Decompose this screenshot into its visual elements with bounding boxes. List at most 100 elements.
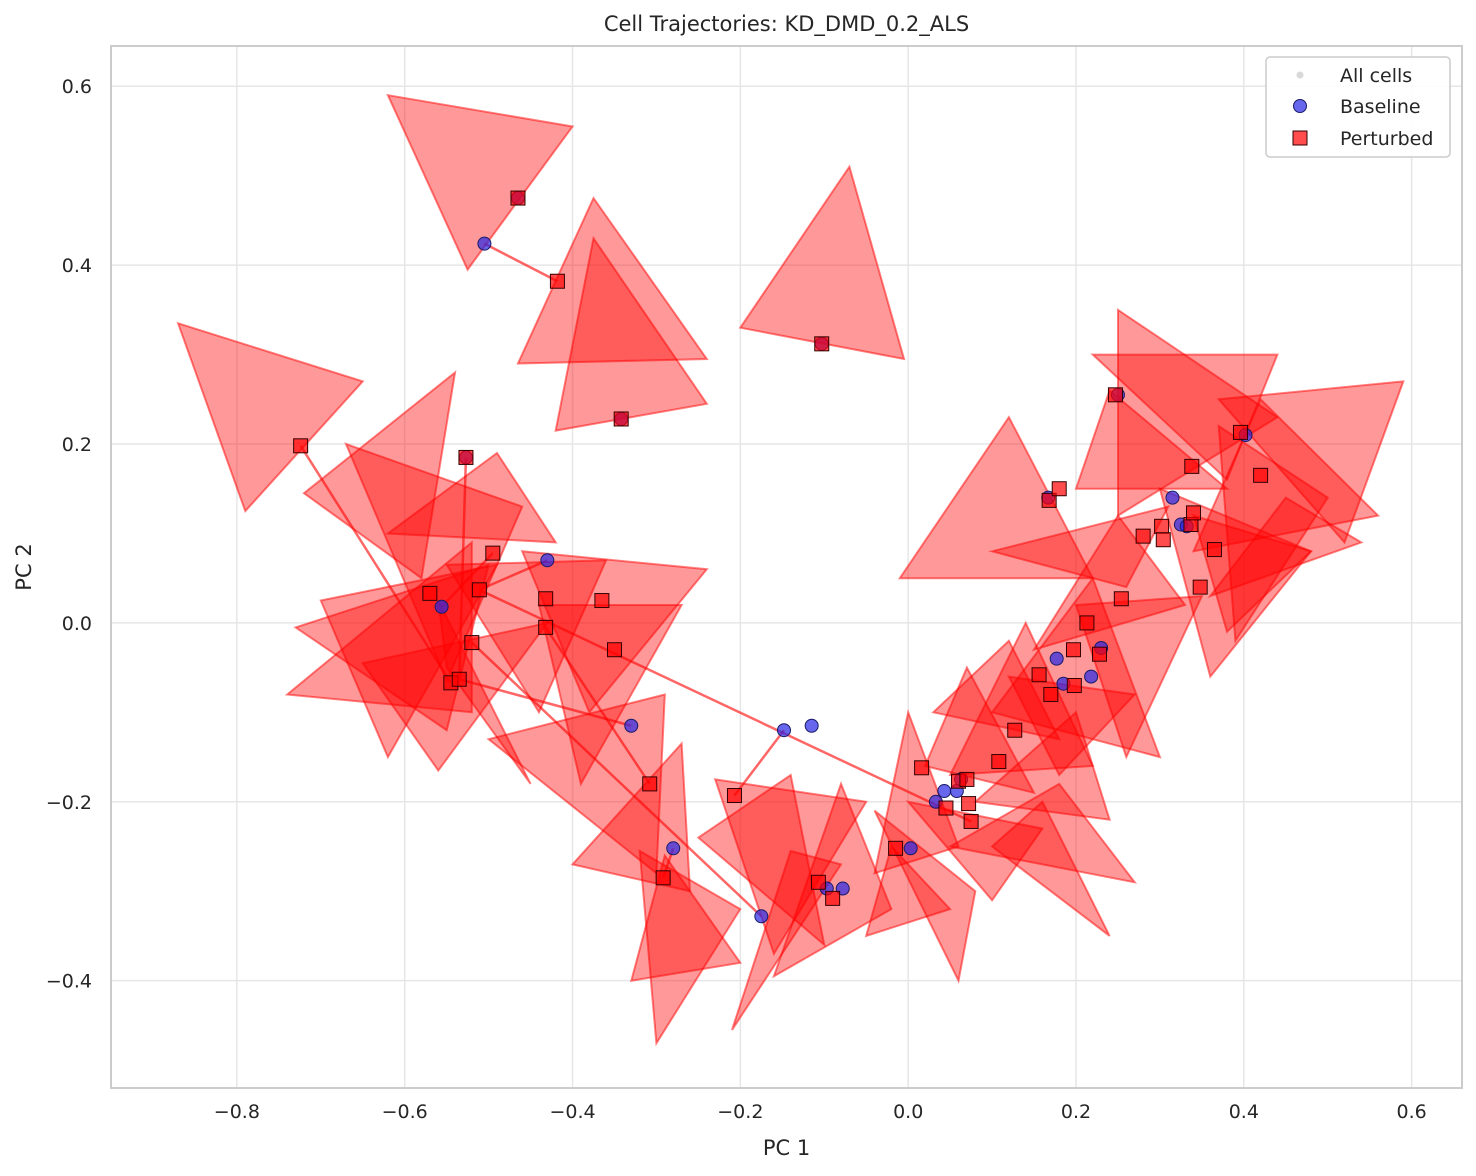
perturbed-point (422, 585, 438, 601)
trajectory-arrowhead (1217, 424, 1330, 644)
x-tick-label: −0.8 (214, 1101, 260, 1123)
perturbed-point (1232, 424, 1248, 440)
legend-marker-all-cells (1296, 71, 1304, 79)
legend-label: Perturbed (1340, 128, 1433, 150)
perturbed-point (464, 635, 480, 651)
perturbed-point (538, 591, 554, 607)
perturbed-point (549, 273, 565, 289)
perturbed-point (1041, 492, 1057, 508)
trajectory-arrowhead (437, 600, 532, 785)
trajectory-arrowhead (638, 849, 742, 1047)
perturbed-point (938, 800, 954, 816)
perturbed-point (1206, 542, 1222, 558)
trajectory-line (470, 641, 763, 918)
trajectory-arrowhead (772, 781, 893, 979)
perturbed-point (538, 619, 554, 635)
perturbed-point (471, 582, 487, 598)
y-tick-label: 0.4 (62, 255, 92, 277)
perturbed-point (1091, 646, 1107, 662)
baseline-point (1049, 651, 1064, 666)
trajectory-arrowhead (520, 550, 709, 715)
perturbed-point (1192, 579, 1208, 595)
trajectory-arrowhead (302, 370, 457, 580)
baseline-point (1084, 669, 1099, 684)
x-tick-label: 0.0 (893, 1101, 923, 1123)
perturbed-point (655, 870, 671, 886)
trajectory-line (733, 729, 785, 797)
perturbed-point (1184, 458, 1200, 474)
x-tick-label: −0.2 (717, 1101, 763, 1123)
baseline-point (804, 718, 819, 733)
perturbed-point (1155, 532, 1171, 548)
trajectory-arrowhead (1074, 594, 1204, 760)
baseline-point (754, 909, 769, 924)
perturbed-point (613, 411, 629, 427)
perturbed-point (1051, 481, 1067, 497)
trajectory-arrowhead (973, 710, 1112, 821)
perturbed-point (451, 671, 467, 687)
legend-label: Baseline (1340, 96, 1421, 118)
baseline-point (937, 784, 952, 799)
baseline-point (903, 841, 918, 856)
x-tick-label: 0.6 (1397, 1101, 1427, 1123)
trajectory-arrowhead (1216, 380, 1405, 545)
perturbed-point (1007, 722, 1023, 738)
trajectory-arrowhead (284, 540, 473, 714)
perturbed-point (1043, 686, 1059, 702)
trajectory-arrowhead (696, 773, 826, 948)
trajectory-arrowhead (361, 621, 550, 773)
trajectory-arrowhead (990, 800, 1111, 937)
x-axis-label: PC 1 (763, 1136, 810, 1160)
perturbed-point (293, 438, 309, 454)
perturbed-point (1154, 518, 1170, 534)
legend-marker-baseline (1293, 99, 1307, 113)
trajectory-arrowhead (988, 505, 1171, 589)
trajectory-arrowhead (554, 235, 709, 432)
perturbed-points (293, 190, 1269, 906)
trajectory-arrowhead (948, 620, 1095, 777)
trajectory-line (299, 445, 452, 684)
perturbed-point (991, 754, 1007, 770)
x-tick-label: 0.4 (1229, 1101, 1259, 1123)
trajectory-arrowhead (385, 451, 558, 544)
perturbed-point (814, 336, 830, 352)
perturbed-point (510, 190, 526, 206)
legend-marker-perturbed (1292, 130, 1308, 146)
trajectory-line (457, 457, 468, 680)
perturbed-point (1253, 467, 1269, 483)
perturbed-point (961, 796, 977, 812)
perturbed-point (810, 874, 826, 890)
trajectory-arrowhead (1158, 486, 1313, 679)
baseline-point (776, 723, 791, 738)
perturbed-point (888, 840, 904, 856)
trajectory-arrowhead (570, 741, 692, 893)
baseline-point (624, 718, 639, 733)
trajectory-line (544, 626, 651, 785)
perturbed-point (1107, 387, 1123, 403)
x-tick-label: 0.2 (1061, 1101, 1091, 1123)
y-tick-label: −0.4 (46, 971, 92, 993)
trajectory-arrowhead (947, 782, 1138, 884)
baseline-point (434, 599, 449, 614)
baseline-point (477, 236, 492, 251)
plot-frame (110, 45, 1463, 1089)
trajectory-arrowhead (1207, 496, 1364, 599)
perturbed-point (1065, 642, 1081, 658)
perturbed-point (726, 788, 742, 804)
y-tick-label: 0.0 (62, 613, 92, 635)
baseline-point (666, 841, 681, 856)
perturbed-point (825, 890, 841, 906)
trajectory-lines (299, 242, 972, 918)
legend: All cells Baseline Perturbed (1265, 56, 1451, 158)
trajectory-arrowhead (873, 708, 960, 875)
x-tick-label: −0.4 (549, 1101, 595, 1123)
trajectory-arrowhead (319, 563, 499, 760)
perturbed-point (606, 642, 622, 658)
perturbed-point (458, 449, 474, 465)
baseline-point (1165, 490, 1180, 505)
perturbed-point (594, 593, 610, 609)
perturbed-point (959, 771, 975, 787)
perturbed-point (642, 776, 658, 792)
legend-box (1265, 56, 1451, 158)
